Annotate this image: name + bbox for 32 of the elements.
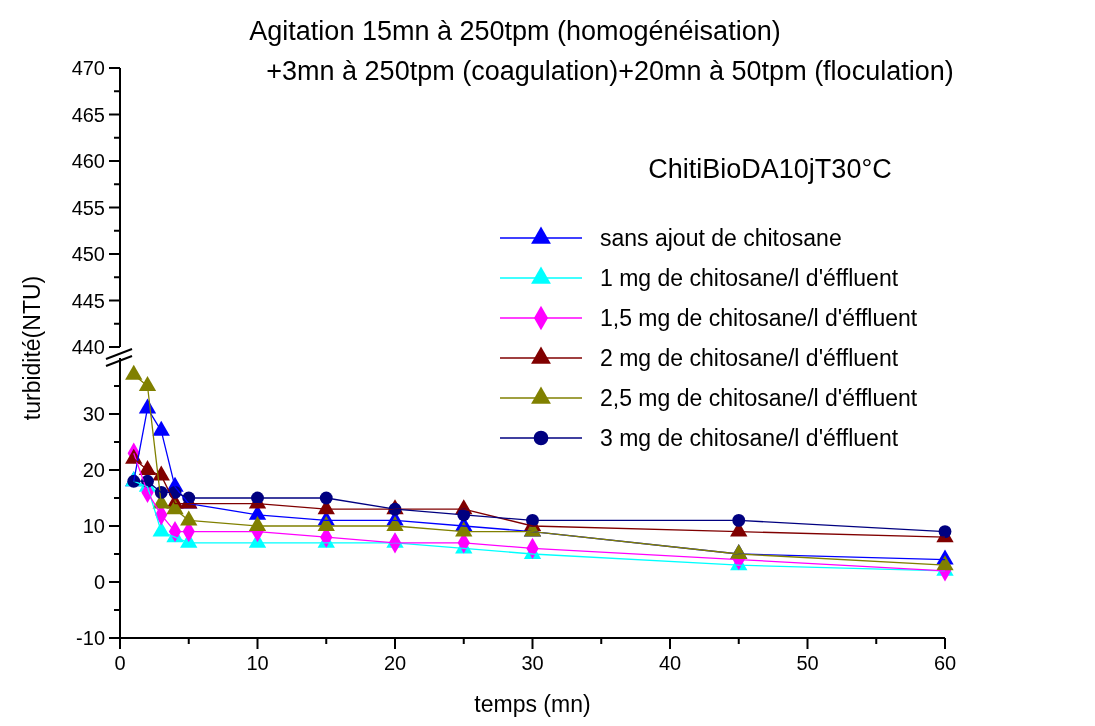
legend-label: 2 mg de chitosane/l d'éffluent	[600, 345, 899, 372]
y-tick-label: 10	[82, 515, 105, 537]
legend-label: sans ajout de chitosane	[600, 225, 842, 252]
y-tick-label: 465	[71, 103, 105, 126]
legend-label: 1,5 mg de chitosane/l d'éffluent	[600, 305, 918, 332]
x-tick-label: 20	[383, 652, 407, 674]
x-tick-label: 10	[246, 652, 269, 674]
y-axis-title: turbidité(NTU)	[19, 275, 45, 421]
y-tick-label: 20	[82, 459, 105, 481]
y-tick-label: 450	[71, 243, 105, 265]
point	[152, 420, 170, 436]
x-tick-label: 0	[114, 652, 126, 674]
chart-title: Agitation 15mn à 250tpm (homogénéisation) +3mn à 250tpm (coagulation)+20mn à 50tpm (floculation)	[249, 16, 954, 86]
legend-label: 1 mg de chitosane/l d'éffluent	[600, 265, 899, 292]
y-tick-label: 30	[82, 403, 105, 425]
y-tick-label: 0	[93, 571, 105, 593]
y-tick-label: 440	[71, 336, 105, 358]
x-tick-label: 60	[933, 652, 957, 674]
legend-label: 2,5 mg de chitosane/l d'éffluent	[600, 385, 918, 412]
point	[125, 364, 143, 380]
y-tick-label: 470	[71, 57, 105, 79]
x-axis-title: temps (mn)	[474, 691, 591, 717]
x-tick-label: 30	[521, 652, 544, 674]
y-tick-label: 460	[71, 150, 105, 172]
x-tick-label: 40	[658, 652, 682, 674]
point	[138, 376, 157, 391]
legend-label: 3 mg de chitosane/l d'éffluent	[600, 425, 899, 452]
y-tick-label: 455	[71, 196, 105, 219]
y-tick-label: -10	[76, 627, 105, 649]
y-tick-label: 445	[71, 289, 105, 312]
x-tick-label: 50	[796, 652, 819, 674]
legend-title: ChitiBioDA10jT30°C	[648, 154, 892, 184]
